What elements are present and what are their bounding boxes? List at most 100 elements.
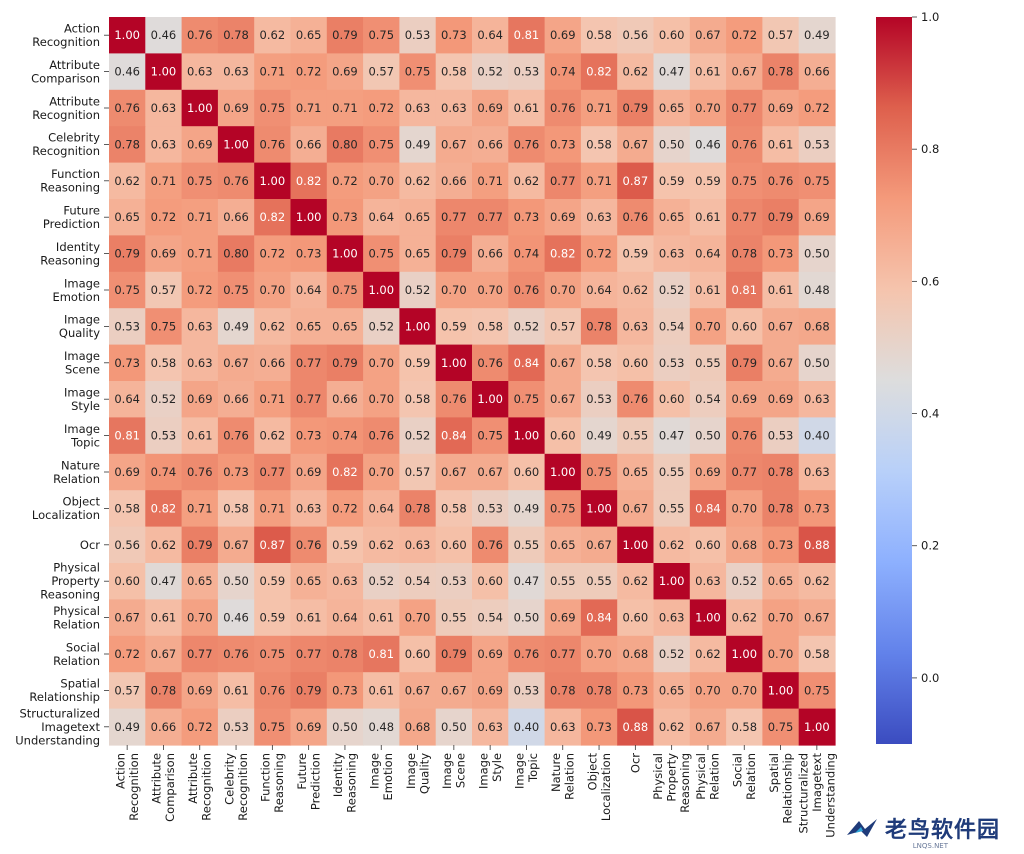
heatmap-cell xyxy=(580,708,618,746)
heatmap-cell xyxy=(109,89,146,127)
heatmap-cell xyxy=(435,563,473,600)
heatmap-cell xyxy=(689,526,727,564)
heatmap-cell xyxy=(580,271,618,309)
heatmap-cell xyxy=(617,17,655,54)
heatmap-cell xyxy=(109,635,146,673)
heatmap-cell xyxy=(326,344,364,382)
heatmap-cell xyxy=(254,490,292,528)
cell-value-label: 0.53 xyxy=(586,392,612,406)
cell-value-label: 0.49 xyxy=(586,429,612,443)
cell-value-label: 0.66 xyxy=(441,174,467,188)
cell-value-label: 0.52 xyxy=(405,283,431,297)
cell-value-label: 0.58 xyxy=(586,137,612,151)
heatmap-cell xyxy=(508,453,546,491)
cell-value-label: 0.66 xyxy=(477,247,503,261)
heatmap-cell xyxy=(762,199,800,236)
colorbar-tick-label: 0.8 xyxy=(921,142,939,156)
heatmap-cell xyxy=(689,308,727,346)
heatmap-cell xyxy=(181,271,219,309)
heatmap-cell xyxy=(181,53,219,91)
cell-value-label: 0.56 xyxy=(623,28,649,42)
cell-value-label: 0.74 xyxy=(332,429,358,443)
cell-value-label: 0.71 xyxy=(260,65,286,79)
cell-value-label: 0.76 xyxy=(223,174,249,188)
heatmap-cell xyxy=(326,453,364,491)
cell-value-label: 0.53 xyxy=(514,65,540,79)
cell-value-label: 0.71 xyxy=(477,174,503,188)
heatmap-cell xyxy=(762,381,800,418)
heatmap-cell xyxy=(472,162,509,200)
cell-value-label: 0.63 xyxy=(405,538,431,552)
cell-value-label: 0.52 xyxy=(405,429,431,443)
heatmap-cell xyxy=(762,672,800,710)
heatmap-cell xyxy=(217,308,255,346)
heatmap-cells xyxy=(109,17,836,746)
cell-value-label: 0.76 xyxy=(514,647,540,661)
heatmap-cell xyxy=(762,635,800,673)
column-label: ImageQuality xyxy=(404,753,432,794)
cell-value-label: 0.49 xyxy=(405,137,431,151)
cell-value-label: 0.82 xyxy=(586,65,612,79)
cell-value-label: 0.75 xyxy=(368,28,394,42)
cell-value-label: 0.69 xyxy=(223,101,249,115)
heatmap-cell xyxy=(363,635,400,673)
heatmap-cell xyxy=(363,126,400,164)
cell-value-label: 0.66 xyxy=(296,137,322,151)
cell-value-label: 0.60 xyxy=(477,574,503,588)
cell-value-label: 0.78 xyxy=(586,319,612,333)
heatmap-cell xyxy=(508,53,546,91)
heatmap-cell xyxy=(798,381,836,418)
cell-value-label: 0.63 xyxy=(223,65,249,79)
heatmap-cell xyxy=(399,17,437,54)
cell-value-label: 0.61 xyxy=(695,65,721,79)
cell-value-label: 0.75 xyxy=(586,465,612,479)
cell-value-label: 0.59 xyxy=(659,174,685,188)
cell-value-label: 0.62 xyxy=(260,28,286,42)
heatmap-cell xyxy=(435,199,473,236)
heatmap-cell xyxy=(508,17,546,54)
colorbar-tick-label: 0.4 xyxy=(921,407,939,421)
heatmap-cell xyxy=(181,235,219,273)
heatmap-cell xyxy=(508,89,546,127)
heatmap-cell xyxy=(726,381,763,418)
heatmap-cell xyxy=(689,490,727,528)
heatmap-cell xyxy=(145,453,183,491)
heatmap-cell xyxy=(290,271,328,309)
heatmap-cell xyxy=(508,235,546,273)
heatmap-cell xyxy=(109,417,146,455)
heatmap-cell xyxy=(399,126,437,164)
cell-value-label: 0.58 xyxy=(731,720,757,734)
cell-value-label: 0.72 xyxy=(332,174,358,188)
heatmap-cell xyxy=(653,635,691,673)
heatmap-cell xyxy=(217,53,255,91)
heatmap-cell xyxy=(109,162,146,200)
heatmap-cell xyxy=(290,526,328,564)
heatmap-cell xyxy=(217,344,255,382)
cell-value-label: 0.67 xyxy=(405,683,431,697)
heatmap-cell xyxy=(689,635,727,673)
cell-value-label: 0.73 xyxy=(550,137,576,151)
heatmap-cell xyxy=(181,599,219,637)
heatmap-cell xyxy=(399,271,437,309)
heatmap-cell xyxy=(145,708,183,746)
column-label: FuturePrediction xyxy=(295,753,323,810)
cell-value-label: 0.70 xyxy=(441,283,467,297)
cell-value-label: 0.53 xyxy=(114,319,140,333)
cell-value-label: 1.00 xyxy=(695,611,721,625)
heatmap-cell xyxy=(580,563,618,600)
cell-value-label: 0.71 xyxy=(586,101,612,115)
cell-value-label: 0.52 xyxy=(659,283,685,297)
heatmap-cell xyxy=(689,708,727,746)
cell-value-label: 0.72 xyxy=(586,247,612,261)
cell-value-label: 0.66 xyxy=(223,392,249,406)
heatmap-cell xyxy=(689,344,727,382)
cell-value-label: 0.71 xyxy=(260,501,286,515)
cell-value-label: 0.75 xyxy=(731,174,757,188)
heatmap-cell xyxy=(689,17,727,54)
heatmap-cell xyxy=(617,635,655,673)
cell-value-label: 0.63 xyxy=(332,574,358,588)
cell-value-label: 0.50 xyxy=(223,574,249,588)
column-label: Ocr xyxy=(628,753,642,773)
cell-value-label: 0.67 xyxy=(586,538,612,552)
cell-value-label: 0.63 xyxy=(586,210,612,224)
